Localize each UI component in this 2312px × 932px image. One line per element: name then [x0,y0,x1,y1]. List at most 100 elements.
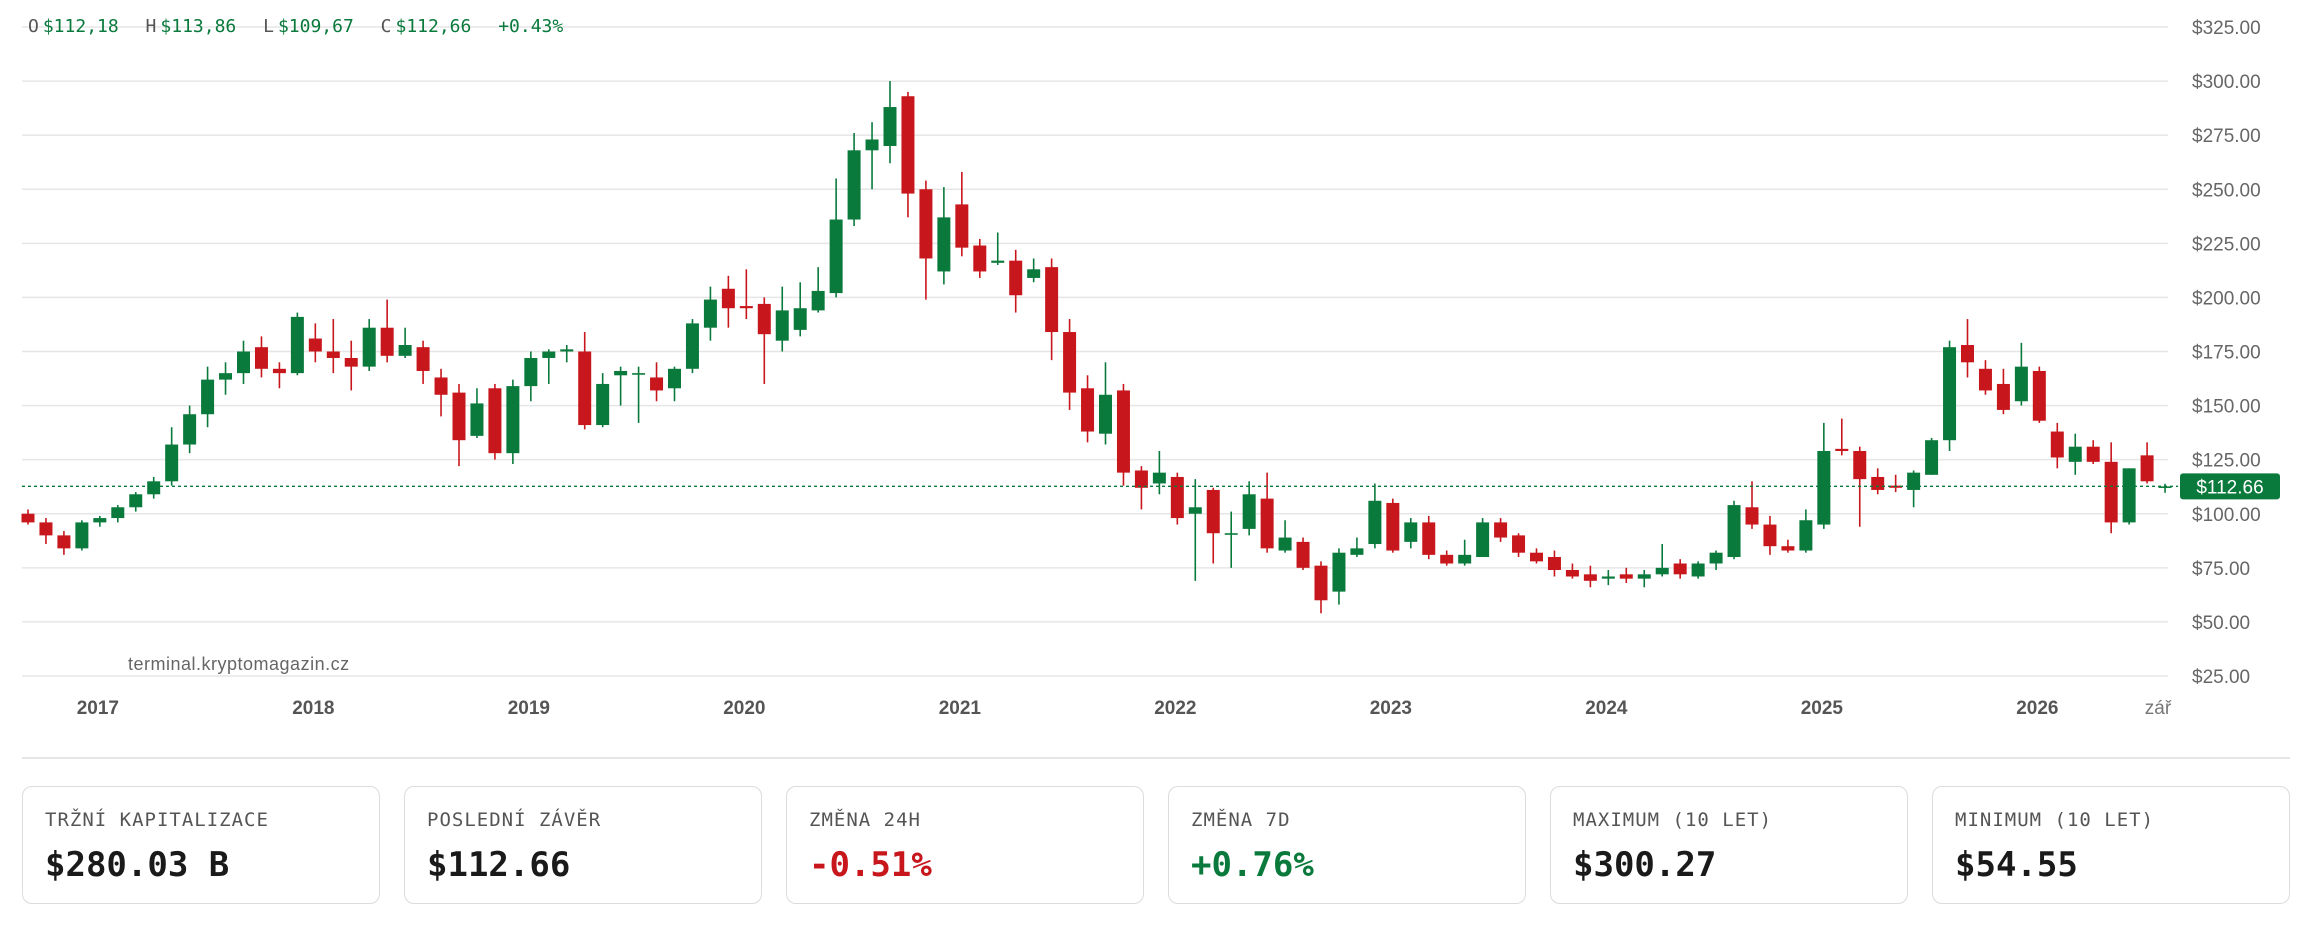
high-label: H [145,16,157,37]
candle-body [1404,522,1418,542]
candle-body [1961,345,1974,363]
candle-body [272,368,286,374]
candle-body [1134,470,1148,488]
stat-label: MINIMUM (10 LET) [1955,809,2155,831]
stat-label: MAXIMUM (10 LET) [1573,809,1773,831]
candle-body [1314,565,1328,601]
candle-body [1691,563,1705,577]
candle-body [596,383,610,426]
candle-body [668,368,681,389]
candle-body [1260,498,1274,549]
candle-body [57,535,71,549]
candle-body [1027,269,1041,278]
candle-body [2104,461,2118,523]
candle-body [1045,267,1059,333]
x-tick-label: 2022 [1154,698,1196,719]
candle-body [147,481,161,495]
candle-body [1763,524,1777,547]
candle-body [1422,522,1436,555]
candle-body [1386,502,1400,551]
candle-body [2068,446,2082,462]
candle-body [219,373,233,380]
stat-label: TRŽNÍ KAPITALIZACE [45,809,269,831]
candle-body [650,377,664,391]
watermark: terminal.kryptomagazin.cz [128,654,350,674]
stat-value: $112.66 [427,845,571,885]
candle-body [524,357,538,387]
candle-body [757,303,771,335]
candle-body [2140,455,2154,482]
stat-label: POSLEDNÍ ZÁVĚR [427,809,602,831]
candle-body [1224,533,1238,535]
candle-body [416,347,430,371]
y-tick-label: $200.00 [2192,288,2261,309]
candle-body [1817,451,1831,525]
stat-card-min-10y: MINIMUM (10 LET) $54.55 [1932,786,2290,904]
candle-body [973,245,987,272]
x-tick-label: 2024 [1585,698,1628,719]
stat-value: $280.03 B [45,845,230,885]
candle-body [1332,552,1346,592]
candle-body [344,357,358,367]
candle-body [129,494,143,508]
candle-body [254,347,268,369]
candle-body [452,392,466,441]
candle-body [93,518,107,523]
candle-body [560,349,574,352]
candle-body [237,351,250,374]
candle-body [955,204,969,248]
candle-body [847,150,861,220]
candle-body [1673,563,1687,575]
x-tick-label: 2025 [1801,698,1844,719]
stat-card-market-cap: TRŽNÍ KAPITALIZACE $280.03 B [22,786,380,904]
candle-body [919,189,933,259]
candle-body [1368,500,1382,545]
x-tick-label: 2023 [1370,698,1412,719]
ohlc-header: O $112,18 H $113,86 L $109,67 C $112,66 +0.4… [28,16,579,37]
candle-body [1781,546,1795,551]
candle-body [434,377,448,395]
x-tick-label: zář [2145,698,2172,719]
candle-body [2014,366,2028,402]
candle-body [21,513,35,523]
stat-card-change-7d: ZMĚNA 7D +0.76% [1168,786,1526,904]
y-tick-label: $225.00 [2192,234,2261,255]
candle-body [2122,468,2136,523]
candle-body [1943,347,1957,441]
candle-body [1116,390,1130,473]
x-tick-label: 2017 [77,698,119,719]
candle-body [398,345,412,356]
candle-body [991,260,1005,263]
candle-body [1206,489,1220,534]
candle-body [793,308,807,330]
candle-body [1709,552,1723,564]
candle-body [2032,370,2046,421]
current-price-tag [2180,473,2280,500]
candle-body [775,310,789,341]
candle-body [632,373,646,375]
candle-body [703,299,717,328]
candle-body [1547,557,1561,570]
low-value: $109,67 [277,16,354,37]
candle-body [1745,507,1759,525]
candle-body [1637,574,1651,579]
stat-value: $54.55 [1955,845,2078,885]
candle-body [1440,554,1454,564]
stat-value: -0.51% [809,845,932,885]
candle-body [1063,332,1077,393]
candle-body [1871,476,1885,490]
price-chart[interactable]: $25.00 $50.00 $75.00 $100.00 $125.00 $150.00 $… [0,0,2312,760]
candle-body [39,522,53,536]
candle-body [506,386,520,454]
candle-body [1601,576,1615,579]
x-tick-label: 2020 [723,698,765,719]
candle-body [937,217,951,272]
candle-body [326,351,340,358]
candle-body [739,306,753,309]
y-tick-label: $275.00 [2192,126,2261,147]
candle-body [308,338,322,352]
candle-body [1925,440,1939,475]
candle-body [1996,383,2010,410]
candle-body [1242,494,1256,529]
candle-body [1188,507,1202,514]
